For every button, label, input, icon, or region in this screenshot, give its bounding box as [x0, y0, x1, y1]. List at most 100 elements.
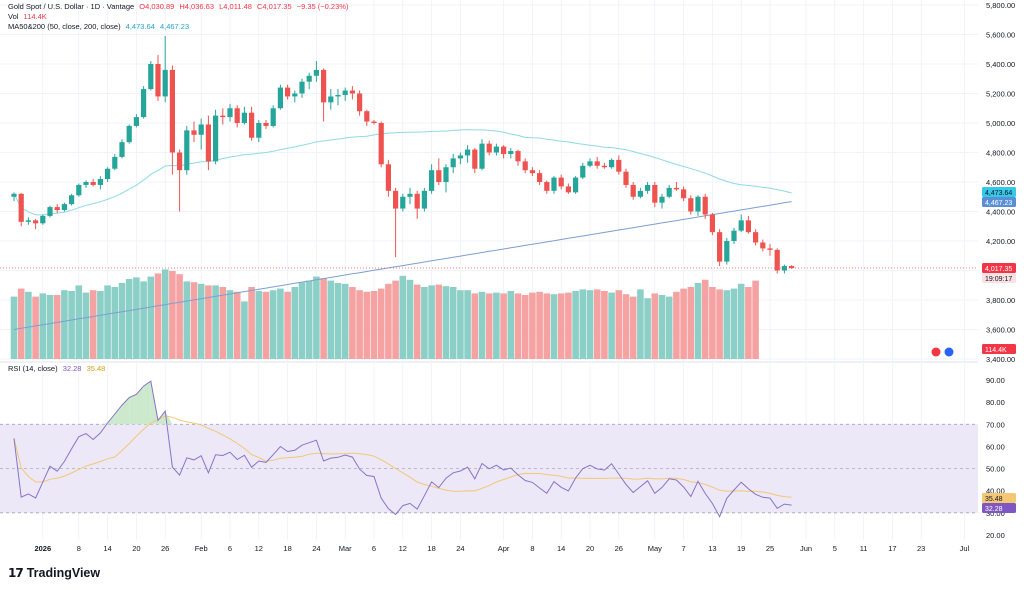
time-tick-label: Mar [339, 544, 352, 553]
volume-bar [608, 292, 615, 359]
price-tick-label: 5,800.00 [986, 1, 1015, 10]
rsi-tick-label: 80.00 [986, 398, 1005, 407]
price-tick-label: 5,600.00 [986, 31, 1015, 40]
tradingview-logo[interactable]: 17 TradingView [8, 566, 100, 580]
price-tick-label: 5,000.00 [986, 119, 1015, 128]
candle-body [709, 214, 715, 233]
candle-body [587, 161, 593, 166]
volume-bar [183, 281, 191, 359]
candle-body [213, 115, 219, 162]
candle-body [529, 170, 535, 174]
volume-bar [629, 296, 637, 359]
ma200-price-tag-bg [982, 197, 1016, 207]
ma200-price-tag: 4,467.23 [985, 200, 1012, 207]
volume-bar [255, 291, 263, 359]
time-tick-label: 24 [312, 544, 320, 553]
candle-body [112, 156, 118, 169]
candle-body [781, 266, 787, 271]
candle-body [429, 170, 435, 191]
candle-body [220, 115, 226, 118]
candle-body [601, 165, 607, 168]
volume-bar [651, 293, 659, 359]
candle-body [364, 111, 370, 122]
candle-body [731, 230, 737, 241]
time-tick-label: 13 [708, 544, 716, 553]
candle-body [234, 108, 240, 123]
volume-bar [169, 271, 176, 359]
volume-bar [464, 290, 471, 359]
candle-body [493, 146, 499, 153]
candle-body [270, 108, 276, 126]
volume-bar [442, 286, 450, 359]
candle-body [465, 149, 471, 156]
candle-body [328, 96, 334, 103]
volume-bar [435, 284, 443, 359]
candle-body [349, 90, 355, 94]
volume-bar [529, 292, 536, 359]
candle-body [637, 190, 643, 197]
rsi-tick-label: 30.00 [986, 509, 1005, 518]
ma-label[interactable]: MA50&200 (50, close, 200, close) [8, 22, 121, 31]
volume-legend: Vol 114.4K [8, 12, 50, 22]
volume-bar [89, 290, 97, 359]
volume-bar [269, 290, 277, 359]
rsi-overbought-fill [165, 411, 173, 425]
time-tick-label: Jun [800, 544, 812, 553]
volume-bar [370, 291, 378, 359]
time-tick-label: Feb [195, 544, 208, 553]
event-flash-icon [931, 347, 941, 357]
volume-bar [147, 276, 155, 359]
volume-bar [637, 289, 644, 359]
time-tick-label: 5 [833, 544, 837, 553]
volume-bar [543, 293, 551, 359]
volume-bar [665, 296, 673, 359]
candle-body [738, 220, 744, 231]
volume-bar [118, 283, 126, 359]
candle-body [565, 186, 571, 193]
volume-bar [579, 289, 587, 359]
time-tick-label: 24 [456, 544, 464, 553]
volume-bar [406, 279, 414, 359]
volume-bar [320, 278, 327, 359]
rsi-tick-label: 60.00 [986, 442, 1005, 451]
volume-bar [514, 293, 522, 359]
rsi-tick-label: 90.00 [986, 376, 1005, 385]
volume-bar [716, 289, 723, 359]
time-tick-label: Apr [498, 544, 510, 553]
volume-bar [125, 279, 133, 359]
time-tick-label: 8 [77, 544, 81, 553]
price-tick-label: 4,200.00 [986, 237, 1015, 246]
volume-bar [752, 280, 759, 359]
candle-body [436, 170, 442, 182]
moving-averages [13, 129, 792, 330]
candle-body [789, 266, 795, 268]
candle-body [256, 123, 262, 138]
candle-body [580, 165, 586, 178]
last-price-tag-bg [982, 263, 1016, 273]
volume-bar [471, 293, 479, 359]
candle-body [155, 64, 161, 97]
volume-bar [291, 287, 299, 359]
change-value: −9.35 (−0.23%) [296, 2, 349, 11]
volume-bar [399, 275, 407, 359]
candle-body [508, 151, 514, 154]
price-tick-label: 4,600.00 [986, 178, 1015, 187]
volume-bar [313, 276, 320, 359]
candle-body [745, 220, 751, 233]
volume-bar [377, 288, 385, 359]
vol-value: 114.4K [23, 12, 47, 21]
rsi-ma-line [13, 415, 792, 498]
rsi-label[interactable]: RSI (14, close) [8, 364, 58, 373]
symbol-title[interactable]: Gold Spot / U.S. Dollar · 1D · Vantage [8, 2, 135, 11]
volume-bar [737, 283, 745, 359]
price-tick-label: 4,400.00 [986, 208, 1015, 217]
candle-body [717, 232, 723, 262]
candle-body [141, 89, 147, 118]
volume-bar [363, 291, 371, 359]
candle-body [313, 69, 319, 76]
vol-label[interactable]: Vol [8, 12, 19, 21]
volume-bar [53, 295, 61, 359]
candle-body [162, 69, 168, 97]
time-tick-label: 25 [766, 544, 774, 553]
